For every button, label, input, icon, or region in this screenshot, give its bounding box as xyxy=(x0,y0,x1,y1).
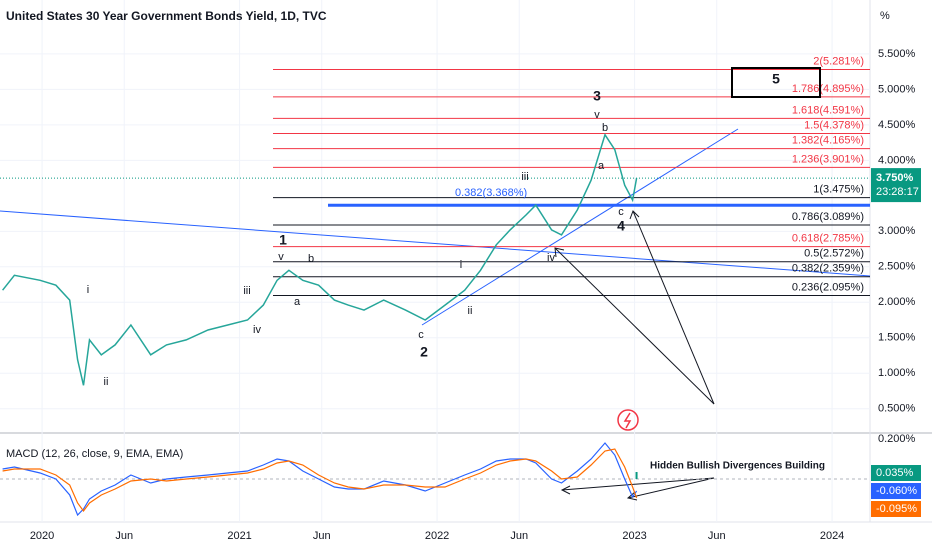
hist-tag xyxy=(871,465,921,481)
macd-title: MACD (12, 26, close, 9, EMA, EMA) xyxy=(6,448,183,460)
y-tick-label: 4.000% xyxy=(878,154,916,166)
price-tag-label: 3.750% xyxy=(876,172,914,184)
trendline xyxy=(0,210,871,277)
x-tick-label: Jun xyxy=(708,530,726,542)
x-tick-label: 2020 xyxy=(30,530,54,542)
arrows xyxy=(554,210,715,501)
fib-label: 0.236(2.095%) xyxy=(792,281,864,293)
hist-bar xyxy=(635,472,638,479)
price-pane: 3.750% 23:28:17 xyxy=(0,133,921,386)
y-tick-label: 5.500% xyxy=(878,48,916,60)
fib-label: 0.618(2.785%) xyxy=(792,232,864,244)
x-tick-label: Jun xyxy=(313,530,331,542)
event-icon xyxy=(617,409,639,431)
x-tick-label: Jun xyxy=(510,530,528,542)
y-tick-label: 4.500% xyxy=(878,119,916,131)
wave-label: 5 xyxy=(772,71,780,87)
wave-label: v xyxy=(594,109,600,121)
event-icon xyxy=(623,412,632,429)
wave-label: b xyxy=(602,122,608,134)
wave-label: 2 xyxy=(420,344,428,360)
y-tick-label: 2.000% xyxy=(878,296,916,308)
grid xyxy=(0,0,870,522)
wave-label: c xyxy=(618,206,624,218)
chart-title: United States 30 Year Government Bonds Y… xyxy=(6,9,327,23)
wave-label: 3 xyxy=(593,88,601,104)
wave-label: iii xyxy=(243,285,250,297)
wave-label: a xyxy=(294,296,301,308)
fib-label: 1(3.475%) xyxy=(813,184,864,196)
y-tick-label: 1.000% xyxy=(878,367,916,379)
macd-tick-label: 0.200% xyxy=(878,433,916,445)
fib-label: 0.5(2.572%) xyxy=(804,248,864,260)
fib-label: 1.786(4.895%) xyxy=(792,83,864,95)
macd-tag xyxy=(871,483,921,499)
macd-pane: -0.060% -0.095% 0.035% xyxy=(0,442,921,517)
wave-label: iii xyxy=(521,171,528,183)
y-tick-label: 0.500% xyxy=(878,403,916,415)
fib-label: 1.382(4.165%) xyxy=(792,135,864,147)
wave-label: iv xyxy=(547,252,555,264)
x-tick-label: 2022 xyxy=(425,530,449,542)
fib-label: 0.786(3.089%) xyxy=(792,211,864,223)
wave-label: c xyxy=(418,329,424,341)
wave-label: ii xyxy=(468,305,473,317)
y-tick-label: 5.000% xyxy=(878,83,916,95)
macd-tag-label: -0.060% xyxy=(876,485,917,497)
support-label: 0.382(3.368%) xyxy=(455,187,527,199)
macd-tag xyxy=(871,501,921,517)
fib-label: 1.618(4.591%) xyxy=(792,104,864,116)
trendline xyxy=(421,128,739,326)
wave-label: v xyxy=(278,251,284,263)
hist-tag-label: 0.035% xyxy=(876,467,914,479)
x-tick-label: 2024 xyxy=(820,530,844,542)
fib-label: 1.236(3.901%) xyxy=(792,153,864,165)
price-line xyxy=(2,133,638,386)
wave-label: iv xyxy=(253,324,261,336)
macd-note: Hidden Bullish Divergences Building xyxy=(650,461,825,472)
wave-label: i xyxy=(460,259,462,271)
wave-label: b xyxy=(308,253,314,265)
wave-label: i xyxy=(87,284,89,296)
wave-label: 4 xyxy=(617,218,625,234)
countdown: 23:28:17 xyxy=(876,186,919,198)
y-tick-label: 2.500% xyxy=(878,261,916,273)
macd-line xyxy=(2,442,638,517)
unit-label: % xyxy=(880,10,890,22)
wave-label: a xyxy=(598,160,605,172)
fib-label: 1.5(4.378%) xyxy=(804,119,864,131)
fib-label: 2(5.281%) xyxy=(813,55,864,67)
fib-label: 0.382(2.359%) xyxy=(792,263,864,275)
x-tick-label: 2023 xyxy=(622,530,646,542)
macd-tag-label: -0.095% xyxy=(876,503,917,515)
macd-line xyxy=(2,448,638,513)
wave-label: ii xyxy=(104,376,109,388)
y-tick-label: 1.500% xyxy=(878,332,916,344)
x-tick-label: 2021 xyxy=(227,530,251,542)
wave-label: 1 xyxy=(279,232,287,248)
price-tag xyxy=(871,168,921,203)
y-tick-label: 3.000% xyxy=(878,225,916,237)
x-tick-label: Jun xyxy=(115,530,133,542)
target-box xyxy=(731,67,821,98)
